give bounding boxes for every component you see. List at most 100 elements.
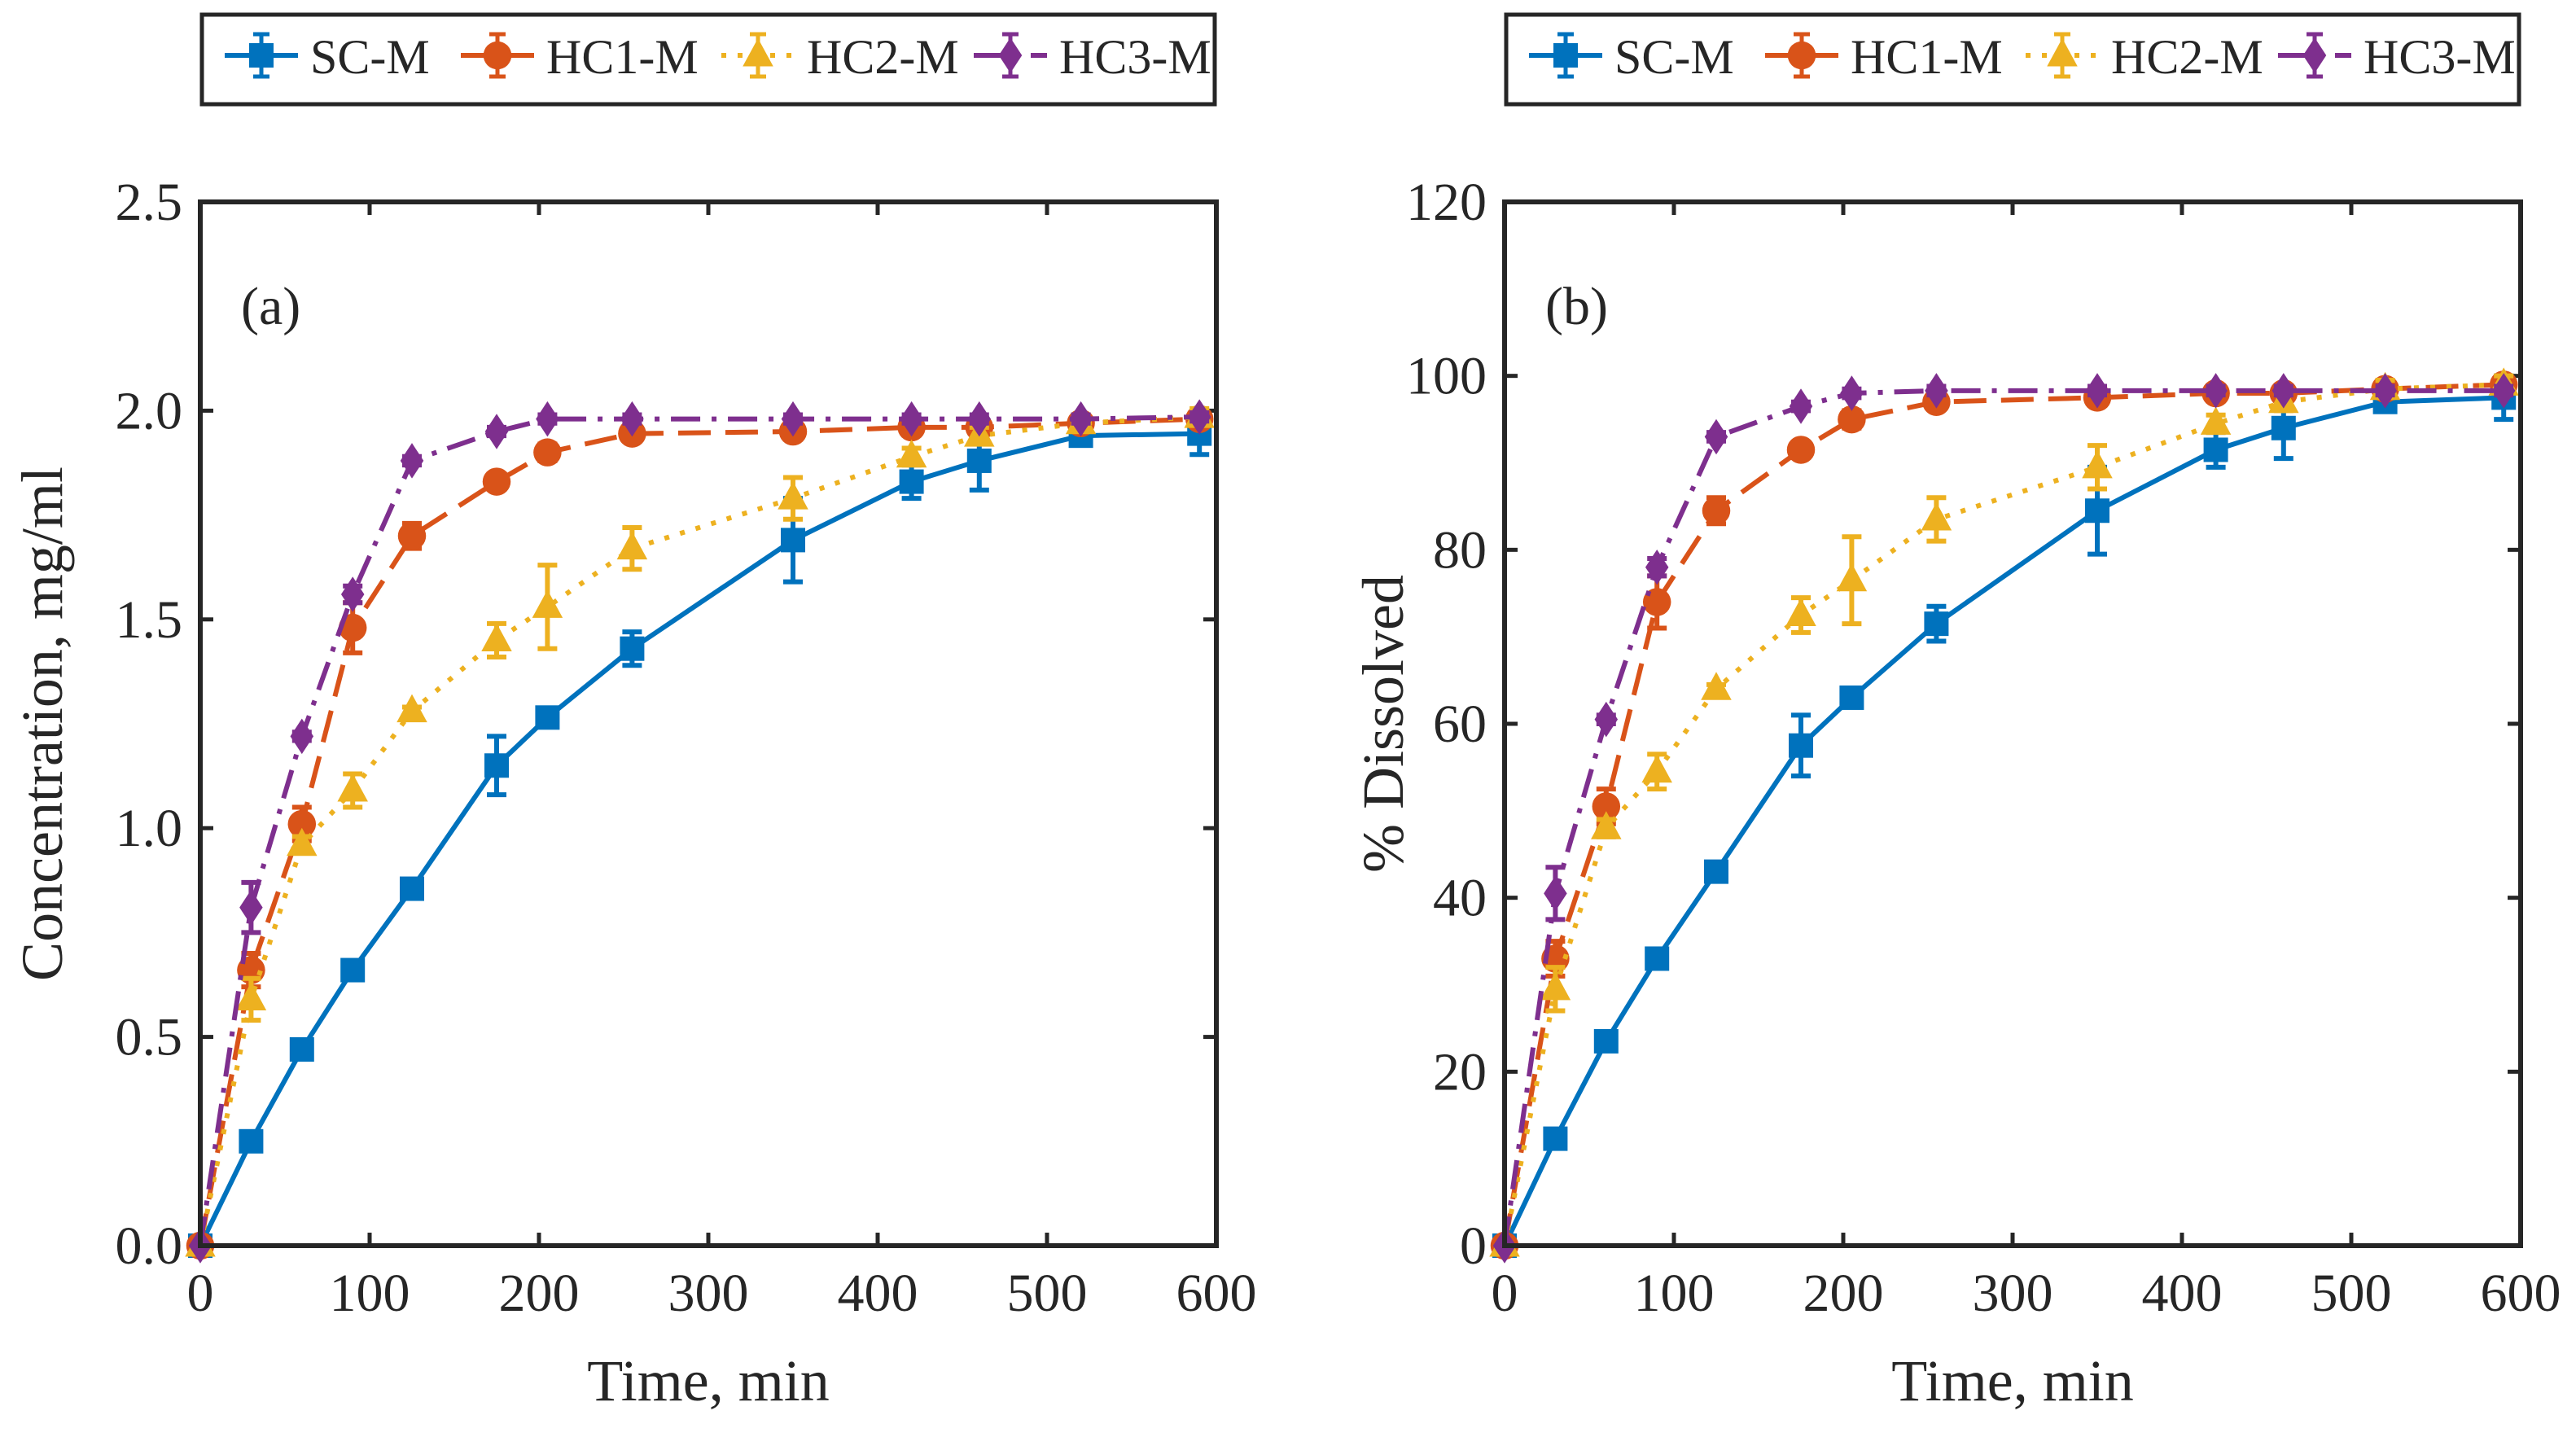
circle-marker bbox=[1838, 405, 1866, 434]
diamond-marker bbox=[1187, 399, 1211, 435]
y-axis-label: % Dissolved bbox=[1351, 575, 1416, 873]
triangle-marker bbox=[1921, 502, 1952, 531]
triangle-marker bbox=[235, 982, 267, 1010]
y-tick-label: 100 bbox=[1406, 347, 1487, 406]
legend-label-hc3-m: HC3-M bbox=[2364, 30, 2516, 84]
panel-label: (b) bbox=[1545, 277, 1608, 336]
square-marker bbox=[535, 705, 560, 730]
square-marker bbox=[781, 528, 805, 553]
diamond-marker bbox=[998, 37, 1023, 73]
circle-marker bbox=[1787, 41, 1816, 70]
series-line bbox=[198, 414, 1200, 1246]
square-marker bbox=[340, 957, 366, 983]
series-line bbox=[1502, 382, 2504, 1246]
square-marker bbox=[1543, 1126, 1568, 1151]
x-tick-label: 600 bbox=[1176, 1264, 1257, 1323]
diamond-marker bbox=[400, 443, 424, 479]
series-line bbox=[1502, 382, 2504, 1246]
x-tick-label: 100 bbox=[330, 1264, 410, 1323]
diamond-marker bbox=[967, 401, 992, 437]
legend-label-hc1-m: HC1-M bbox=[546, 30, 699, 84]
y-tick-label: 2.0 bbox=[116, 381, 183, 440]
square-marker bbox=[1553, 43, 1578, 68]
x-tick-label: 600 bbox=[2481, 1264, 2561, 1323]
square-marker bbox=[2203, 437, 2228, 462]
y-tick-label: 80 bbox=[1433, 520, 1487, 580]
y-tick-label: 1.5 bbox=[116, 590, 183, 650]
triangle-marker bbox=[396, 694, 427, 723]
square-marker bbox=[966, 448, 992, 473]
y-tick-label: 20 bbox=[1433, 1042, 1487, 1102]
triangle-marker bbox=[2200, 406, 2232, 435]
x-tick-label: 0 bbox=[1492, 1264, 1518, 1323]
triangle-marker bbox=[896, 439, 927, 468]
triangle-marker bbox=[1701, 672, 1732, 700]
circle-marker bbox=[482, 467, 511, 496]
x-tick-label: 400 bbox=[2142, 1264, 2223, 1323]
triangle-marker bbox=[1641, 754, 1672, 783]
panel-label: (a) bbox=[241, 277, 300, 336]
diamond-marker bbox=[290, 718, 314, 755]
diamond-marker bbox=[2204, 373, 2228, 409]
circle-marker bbox=[533, 438, 562, 467]
legend-label-hc3-m: HC3-M bbox=[1059, 30, 1211, 84]
series-sc-m bbox=[1492, 373, 2517, 1258]
diamond-marker bbox=[340, 576, 365, 612]
diamond-marker bbox=[1789, 388, 1813, 424]
diamond-marker bbox=[781, 401, 805, 437]
series-sc-m bbox=[188, 410, 1212, 1258]
x-tick-label: 500 bbox=[2311, 1264, 2392, 1323]
circle-marker bbox=[287, 809, 317, 839]
x-tick-label: 500 bbox=[1007, 1264, 1088, 1323]
x-axis-label: Time, min bbox=[587, 1348, 829, 1413]
triangle-marker bbox=[1785, 598, 1816, 626]
triangle-marker bbox=[1836, 563, 1868, 592]
square-marker bbox=[400, 876, 424, 901]
diamond-marker bbox=[484, 414, 509, 449]
triangle-marker bbox=[616, 531, 648, 560]
diamond-marker bbox=[1544, 875, 1567, 912]
diamond-marker bbox=[1645, 549, 1669, 585]
square-marker bbox=[1789, 733, 1813, 758]
y-tick-label: 120 bbox=[1406, 173, 1487, 232]
triangle-marker bbox=[2082, 449, 2113, 479]
y-tick-label: 1.0 bbox=[116, 799, 183, 858]
panel-a: 0 100 200 300 400 500 600 0.0 0.5 1.0 1.5 2.0 2.5 Tim… bbox=[10, 12, 1257, 1413]
square-marker bbox=[1839, 685, 1864, 710]
panel-b: 0 100 200 300 400 500 600 0 20 40 60 80 100 120 Time, … bbox=[1351, 12, 2561, 1413]
y-tick-label: 0.0 bbox=[116, 1216, 183, 1276]
triangle-marker bbox=[337, 773, 368, 802]
x-axis-label: Time, min bbox=[1891, 1348, 2133, 1413]
triangle-marker bbox=[532, 589, 563, 618]
legend-label-sc-m: SC-M bbox=[1614, 30, 1734, 84]
series-hc2-m bbox=[1489, 367, 2519, 1257]
diamond-marker bbox=[1594, 701, 1619, 738]
legend-label-hc1-m: HC1-M bbox=[1851, 30, 2003, 84]
x-tick-label: 300 bbox=[1973, 1264, 2053, 1323]
y-tick-label: 60 bbox=[1433, 694, 1487, 754]
x-tick-label: 100 bbox=[1634, 1264, 1715, 1323]
series-hc3-m bbox=[188, 399, 1211, 1264]
square-marker bbox=[239, 1128, 264, 1154]
legend-label-hc2-m: HC2-M bbox=[807, 30, 959, 84]
square-marker bbox=[484, 753, 509, 778]
legend: SC-M HC1-M HC2-M HC3-M bbox=[1504, 12, 2521, 107]
legend-label-hc2-m: HC2-M bbox=[2111, 30, 2263, 84]
square-marker bbox=[1593, 1028, 1619, 1054]
x-tick-label: 200 bbox=[499, 1264, 580, 1323]
legend-box bbox=[1504, 12, 2521, 107]
series-hc3-m bbox=[1492, 373, 2516, 1264]
y-tick-label: 0 bbox=[1460, 1216, 1487, 1276]
diamond-marker bbox=[620, 401, 644, 437]
square-marker bbox=[899, 469, 924, 494]
diamond-marker bbox=[239, 889, 263, 926]
square-marker bbox=[2271, 415, 2296, 440]
diamond-marker bbox=[1069, 401, 1093, 437]
circle-marker bbox=[397, 521, 427, 550]
triangle-marker bbox=[2047, 38, 2078, 67]
y-axis-label: Concentration, mg/ml bbox=[10, 467, 75, 981]
legend: SC-M HC1-M HC2-M HC3-M bbox=[199, 12, 1217, 107]
square-marker bbox=[1924, 611, 1949, 637]
legend-box bbox=[199, 12, 1217, 107]
series-line bbox=[1502, 395, 2504, 1247]
